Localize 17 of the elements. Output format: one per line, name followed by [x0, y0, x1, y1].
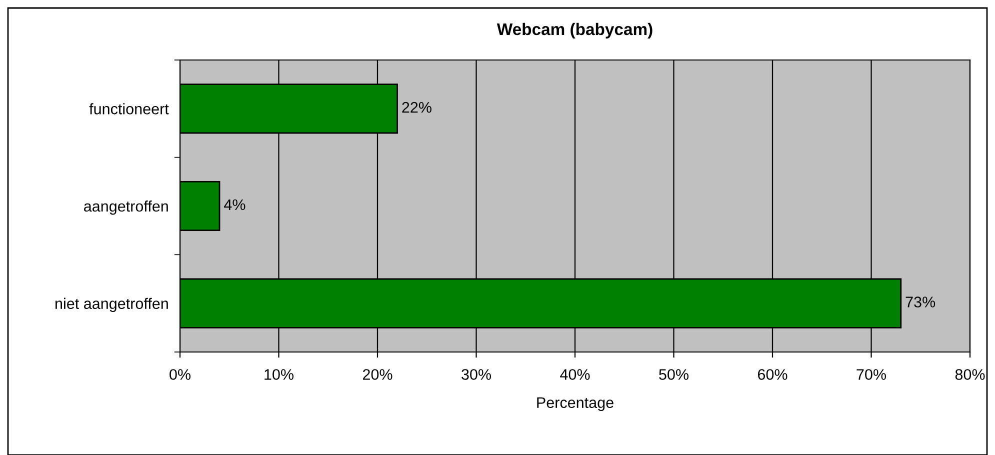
x-tick-label: 70% — [856, 369, 886, 380]
y-tick-label: niet aangetroffen — [56, 298, 168, 312]
data-label: 73% — [906, 296, 936, 308]
chart-title: Webcam (babycam) — [496, 22, 652, 38]
data-label: 22% — [402, 102, 432, 113]
x-axis-title: Percentage — [537, 397, 614, 412]
x-tick-label: 0% — [170, 369, 190, 380]
y-tick-label: aangetroffen — [84, 200, 168, 215]
x-tick-label: 30% — [462, 369, 491, 380]
x-tick-label: 40% — [560, 369, 590, 380]
x-tick-label: 50% — [659, 369, 688, 380]
x-tick-label: 10% — [264, 369, 294, 380]
data-label: 4% — [224, 199, 246, 210]
x-tick-label: 60% — [758, 369, 788, 380]
y-tick-label: functioneert — [89, 103, 169, 114]
x-tick-label: 80% — [955, 369, 985, 380]
x-tick-label: 20% — [362, 369, 392, 380]
